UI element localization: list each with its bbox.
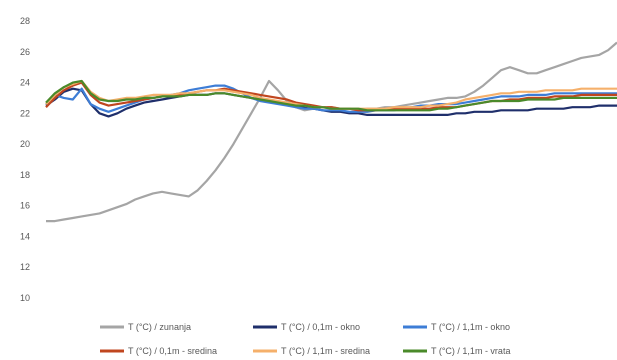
plot-area bbox=[45, 41, 617, 223]
y-tick-label: 24 bbox=[20, 78, 30, 88]
legend-label-5: T (°C) / 1,1m - vrata bbox=[431, 346, 510, 356]
y-tick-label: 12 bbox=[20, 262, 30, 272]
y-tick-label: 22 bbox=[20, 108, 30, 118]
legend-label-3: T (°C) / 0,1m - sredina bbox=[128, 346, 217, 356]
y-tick-label: 14 bbox=[20, 231, 30, 241]
y-axis: 28 26 24 22 20 18 16 14 12 10 bbox=[20, 16, 30, 303]
series-line-3 bbox=[45, 81, 617, 112]
y-tick-label: 28 bbox=[20, 16, 30, 26]
legend: T (°C) / zunanja T (°C) / 0,1m - okno T (°… bbox=[100, 322, 510, 356]
legend-label-4: T (°C) / 1,1m - sredina bbox=[281, 346, 370, 356]
y-tick-label: 20 bbox=[20, 139, 30, 149]
y-tick-label: 26 bbox=[20, 47, 30, 57]
series-line-0 bbox=[46, 41, 617, 223]
legend-label-1: T (°C) / 0,1m - okno bbox=[281, 322, 360, 332]
y-tick-label: 16 bbox=[20, 201, 30, 211]
legend-label-0: T (°C) / zunanja bbox=[128, 322, 191, 332]
series-line-1 bbox=[45, 87, 617, 118]
y-tick-label: 10 bbox=[20, 293, 30, 303]
legend-label-2: T (°C) / 1,1m - okno bbox=[431, 322, 510, 332]
series-line-5 bbox=[45, 79, 617, 112]
y-tick-label: 18 bbox=[20, 170, 30, 180]
